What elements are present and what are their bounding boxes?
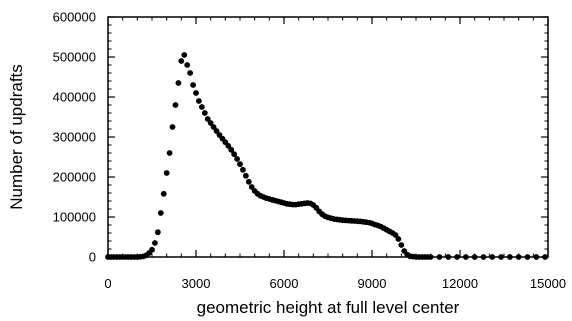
data-point — [248, 184, 255, 190]
data-point — [178, 58, 185, 64]
data-point — [398, 242, 405, 248]
tick-labels: 0 3000 6000 9000 12000 15000 0 100000 200000 3000… — [53, 10, 566, 292]
data-point — [193, 90, 199, 96]
data-point — [240, 166, 246, 173]
data-point — [454, 254, 460, 260]
data-point — [207, 120, 214, 126]
data-point — [196, 98, 202, 104]
data-point — [234, 156, 240, 162]
data-point — [152, 240, 158, 246]
data-point — [489, 254, 496, 260]
data-point — [184, 62, 191, 68]
y-tick-label: 100000 — [53, 210, 96, 225]
data-point — [204, 116, 211, 122]
data-point — [515, 254, 522, 260]
axis-ticks — [107, 16, 549, 258]
data-point — [498, 254, 504, 260]
y-tick-label: 200000 — [53, 170, 96, 185]
data-point — [480, 254, 487, 260]
data-point — [427, 254, 434, 260]
data-point — [181, 52, 188, 58]
data-point — [198, 104, 205, 110]
plot-frame — [107, 16, 549, 258]
data-point — [395, 236, 402, 242]
data-point — [169, 124, 176, 130]
data-point — [201, 110, 208, 116]
y-tick-label: 0 — [89, 250, 96, 265]
data-point — [190, 82, 196, 88]
data-point — [172, 102, 179, 108]
x-tick-label: 15000 — [530, 276, 566, 291]
data-point — [462, 254, 469, 260]
data-point — [392, 232, 399, 238]
data-point — [175, 80, 182, 86]
x-tick-label: 9000 — [358, 276, 387, 291]
x-axis-title: geometric height at full level center — [197, 298, 460, 317]
data-point — [210, 124, 217, 130]
data-point — [445, 254, 452, 260]
x-tick-label: 6000 — [270, 276, 299, 291]
data-point — [154, 229, 161, 236]
data-point — [163, 170, 170, 176]
x-tick-label: 12000 — [442, 276, 478, 291]
data-point — [542, 254, 548, 260]
data-point — [166, 150, 173, 156]
y-tick-label: 400000 — [53, 90, 96, 105]
x-tick-label: 0 — [104, 276, 111, 291]
data-point — [213, 128, 220, 134]
data-point — [506, 254, 513, 260]
data-point — [160, 190, 167, 197]
data-point — [225, 142, 232, 149]
data-point — [228, 146, 235, 153]
data-point — [533, 254, 540, 260]
data-point — [231, 151, 238, 158]
data-point — [187, 70, 194, 76]
y-tick-label: 600000 — [53, 10, 96, 25]
y-tick-label: 300000 — [53, 130, 96, 145]
data-point — [149, 246, 155, 253]
data-point — [245, 178, 252, 185]
data-point — [237, 161, 243, 168]
data-point — [157, 210, 164, 216]
x-tick-label: 3000 — [182, 276, 211, 291]
data-point — [436, 254, 443, 260]
data-point — [524, 254, 531, 260]
y-axis-title: Number of updrafts — [7, 64, 26, 210]
data-point — [471, 254, 478, 260]
y-tick-label: 500000 — [53, 50, 96, 65]
data-points — [105, 52, 548, 260]
data-point — [242, 172, 249, 179]
